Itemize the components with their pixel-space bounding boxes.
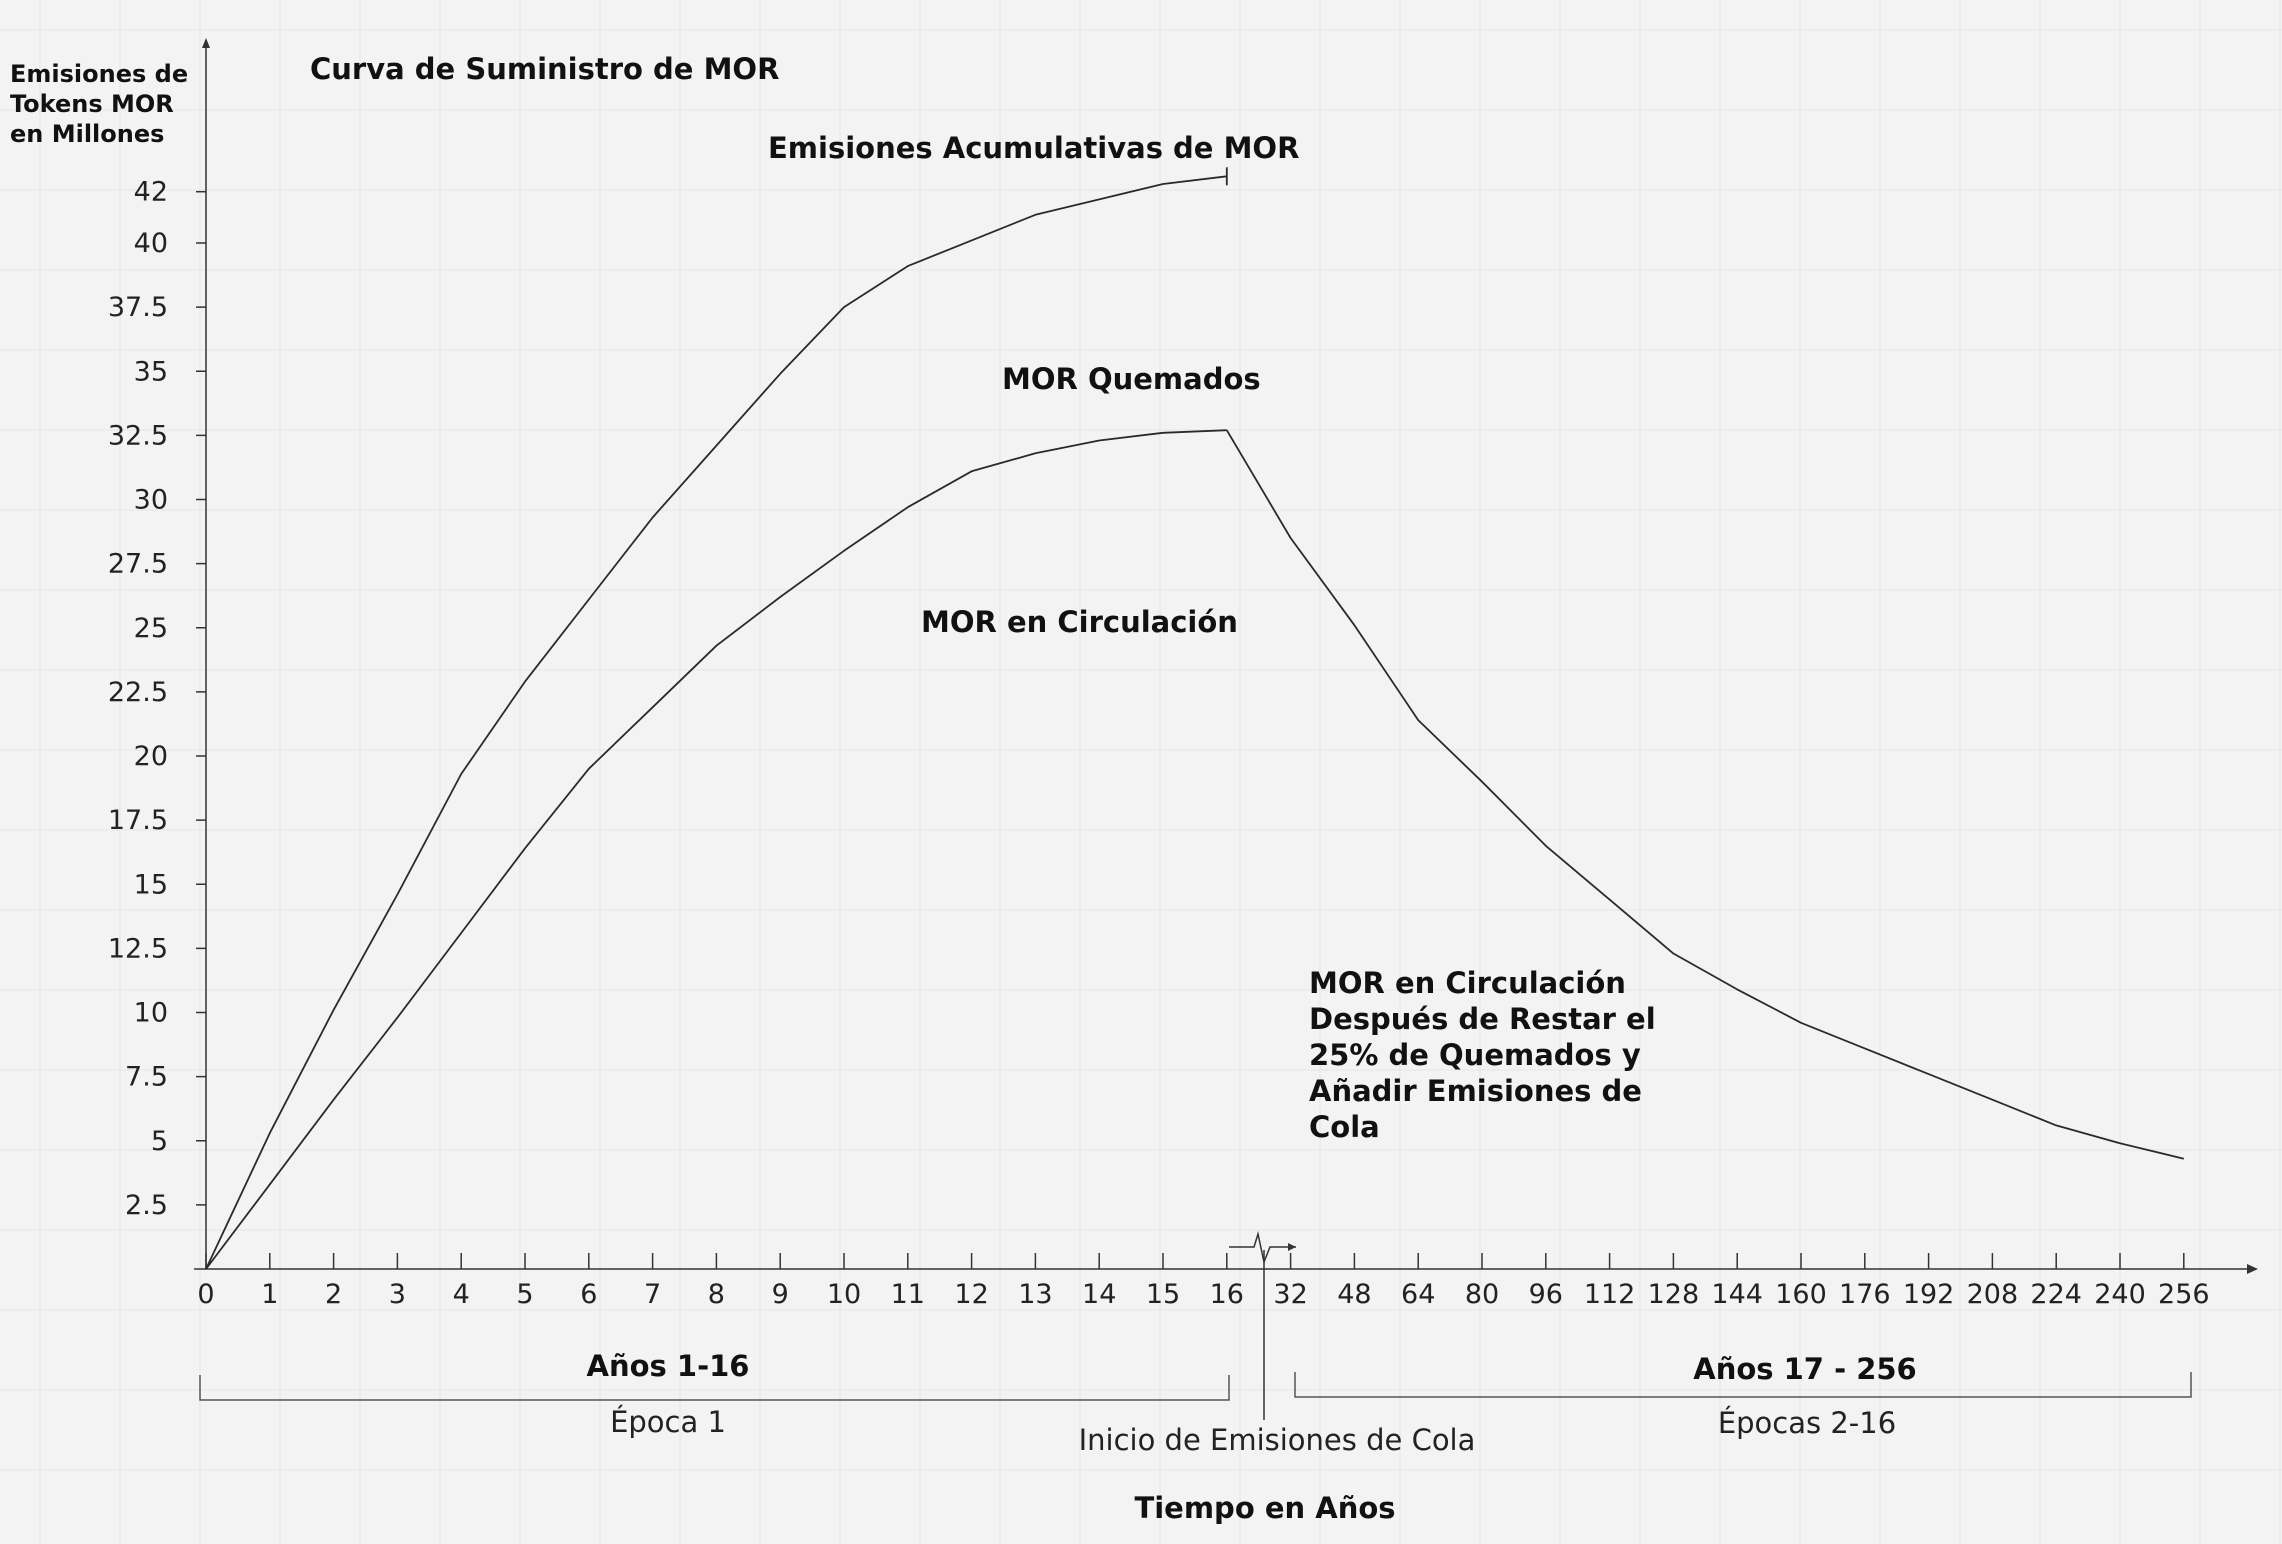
y-tick-label: 27.5: [108, 549, 168, 580]
y-tick-label: 35: [134, 356, 168, 387]
x-tick-label: 1: [261, 1279, 278, 1310]
annotation-burned: MOR Quemados: [1002, 362, 1261, 396]
x-tick-label: 12: [954, 1279, 988, 1310]
x-tick-label: 14: [1082, 1279, 1116, 1310]
x-tick-label: 6: [580, 1279, 597, 1310]
x-tick-label: 160: [1775, 1279, 1827, 1310]
bracket-right: [1294, 1372, 2192, 1398]
annotation-after-burn-line-3: 25% de Quemados y: [1309, 1038, 1641, 1072]
series-line-2: [205, 429, 1227, 1270]
y-tick-label: 22.5: [108, 677, 168, 708]
x-tick-label: 128: [1648, 1279, 1700, 1310]
x-tick-label: 224: [2030, 1279, 2082, 1310]
y-axis-arrow-icon: [202, 38, 210, 48]
chart-title: Curva de Suministro de MOR: [310, 52, 779, 86]
y-tick-label: 37.5: [108, 292, 168, 323]
y-tick-label: 25: [134, 613, 168, 644]
y-tick-label: 17.5: [108, 805, 168, 836]
y-axis-label-line-1: Emisiones de: [10, 60, 188, 88]
series-lines: [205, 167, 2185, 1270]
x-axis-ticks: 0 1 2 3 4 5 6 7 8 9 10 11 12 13 14 15 16 32 48 64 80 96 112 128…: [197, 1253, 2210, 1310]
y-axis-label-line-2: Tokens MOR: [10, 90, 174, 118]
x-tick-label: 7: [644, 1279, 661, 1310]
annotation-after-burn-line-4: Añadir Emisiones de: [1309, 1074, 1642, 1108]
annotation-circulating: MOR en Circulación: [921, 605, 1238, 639]
bracket-left: [199, 1375, 1230, 1401]
y-tick-label: 20: [134, 741, 168, 772]
y-tick-label: 32.5: [108, 420, 168, 451]
x-tick-label: 176: [1839, 1279, 1891, 1310]
axis-break-icon: [1229, 1231, 1288, 1265]
x-axis-label: Tiempo en Años: [1134, 1491, 1395, 1525]
x-tick-label: 240: [2094, 1279, 2146, 1310]
x-tick-label: 5: [516, 1279, 533, 1310]
x-tick-label: 2: [325, 1279, 342, 1310]
y-axis-ticks: 2.5 5 7.5 10 12.5 15 17.5 20 22.5 25 27.5 30 32.5 35 3…: [108, 177, 206, 1221]
x-tick-label: 64: [1401, 1279, 1435, 1310]
x-tick-label: 32: [1273, 1279, 1307, 1310]
series-line-1: [205, 175, 1227, 1270]
x-tick-label: 112: [1584, 1279, 1636, 1310]
x-tick-label: 8: [708, 1279, 725, 1310]
x-tick-label: 144: [1711, 1279, 1763, 1310]
x-tick-label: 96: [1529, 1279, 1563, 1310]
y-tick-label: 5: [151, 1126, 168, 1157]
axes: [194, 38, 2258, 1274]
tail-marker-label: Inicio de Emisiones de Cola: [1079, 1423, 1476, 1457]
bracket-right-sub: Épocas 2-16: [1718, 1406, 1896, 1440]
bracket-left-sub: Época 1: [610, 1405, 726, 1439]
series-line-3: [1226, 429, 2185, 1160]
x-tick-label: 13: [1018, 1279, 1052, 1310]
y-tick-label: 15: [134, 869, 168, 900]
x-tick-label: 80: [1465, 1279, 1499, 1310]
x-tick-label: 10: [827, 1279, 861, 1310]
x-axis-arrow-icon: [2247, 1264, 2258, 1274]
y-axis-label-line-3: en Millones: [10, 120, 164, 148]
x-tick-label: 15: [1146, 1279, 1180, 1310]
y-tick-label: 7.5: [125, 1062, 168, 1093]
x-tick-label: 48: [1337, 1279, 1371, 1310]
x-tick-label: 256: [2158, 1279, 2210, 1310]
x-tick-label: 0: [197, 1279, 214, 1310]
annotation-cumulative: Emisiones Acumulativas de MOR: [768, 131, 1299, 165]
bracket-left-title: Años 1-16: [587, 1349, 750, 1383]
y-tick-label: 40: [134, 228, 168, 259]
x-tick-label: 11: [891, 1279, 925, 1310]
y-tick-label: 12.5: [108, 933, 168, 964]
x-tick-label: 9: [772, 1279, 789, 1310]
annotation-after-burn-line-2: Después de Restar el: [1309, 1002, 1656, 1036]
y-tick-label: 2.5: [125, 1190, 168, 1221]
x-tick-label: 4: [453, 1279, 470, 1310]
annotation-after-burn-line-5: Cola: [1309, 1110, 1380, 1144]
x-tick-label: 3: [389, 1279, 406, 1310]
bracket-right-title: Años 17 - 256: [1693, 1352, 1917, 1386]
axis-break-arrowhead-icon: [1288, 1243, 1296, 1251]
x-tick-label: 192: [1903, 1279, 1955, 1310]
x-tick-label: 208: [1967, 1279, 2019, 1310]
y-tick-label: 10: [134, 998, 168, 1029]
y-tick-label: 30: [134, 485, 168, 516]
y-tick-label: 42: [134, 177, 168, 208]
annotation-after-burn-line-1: MOR en Circulación: [1309, 966, 1626, 1000]
x-tick-label: 16: [1210, 1279, 1244, 1310]
